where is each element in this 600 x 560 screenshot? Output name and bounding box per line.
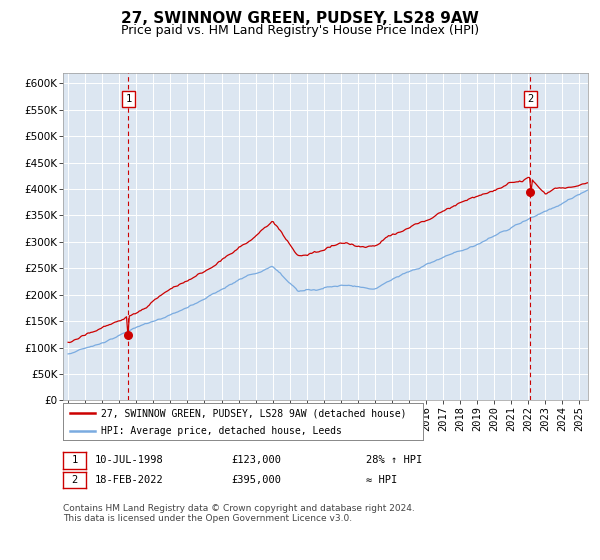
Text: Price paid vs. HM Land Registry's House Price Index (HPI): Price paid vs. HM Land Registry's House … <box>121 24 479 36</box>
Text: ≈ HPI: ≈ HPI <box>366 475 397 485</box>
Text: 2: 2 <box>527 94 533 104</box>
Text: 1: 1 <box>71 455 77 465</box>
Text: £123,000: £123,000 <box>231 455 281 465</box>
Text: Contains HM Land Registry data © Crown copyright and database right 2024.
This d: Contains HM Land Registry data © Crown c… <box>63 504 415 524</box>
Text: 10-JUL-1998: 10-JUL-1998 <box>95 455 164 465</box>
Text: 27, SWINNOW GREEN, PUDSEY, LS28 9AW: 27, SWINNOW GREEN, PUDSEY, LS28 9AW <box>121 11 479 26</box>
Text: 18-FEB-2022: 18-FEB-2022 <box>95 475 164 485</box>
Text: £395,000: £395,000 <box>231 475 281 485</box>
Text: 27, SWINNOW GREEN, PUDSEY, LS28 9AW (detached house): 27, SWINNOW GREEN, PUDSEY, LS28 9AW (det… <box>101 408 406 418</box>
Text: 2: 2 <box>71 475 77 485</box>
Text: 28% ↑ HPI: 28% ↑ HPI <box>366 455 422 465</box>
Point <box>124 331 133 340</box>
Point <box>526 187 535 196</box>
Text: HPI: Average price, detached house, Leeds: HPI: Average price, detached house, Leed… <box>101 426 341 436</box>
Text: 1: 1 <box>125 94 131 104</box>
